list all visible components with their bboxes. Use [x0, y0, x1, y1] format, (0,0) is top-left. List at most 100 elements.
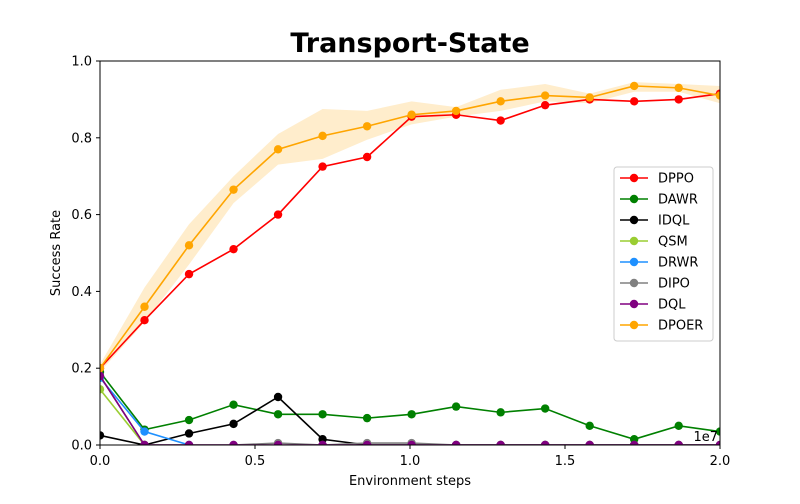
data-point-dql — [140, 440, 149, 445]
data-point-dawr — [273, 410, 283, 419]
legend-entry-qsm: QSM — [620, 235, 688, 250]
data-point-dpoer — [540, 91, 550, 100]
data-point-dpoer — [715, 91, 720, 100]
legend-label: DIPO — [658, 277, 690, 292]
data-point-dppo — [674, 95, 683, 104]
series-line-idql — [100, 396, 720, 445]
data-point-dpoer — [407, 110, 416, 119]
legend-label: QSM — [658, 235, 688, 250]
legend-label: DRWR — [658, 256, 698, 271]
legend-swatch-marker — [629, 299, 639, 309]
data-point-dpoer — [140, 302, 149, 311]
data-point-dawr — [496, 408, 505, 417]
data-point-idql — [318, 435, 327, 444]
legend-entry-dppo: DPPO — [620, 172, 694, 187]
data-point-dawr — [715, 427, 720, 436]
data-point-dql — [273, 440, 283, 445]
legend-entry-dql: DQL — [620, 298, 686, 313]
legend-label: DQL — [658, 298, 686, 313]
data-point-dppo — [496, 116, 505, 125]
data-point-dawr — [585, 421, 594, 430]
data-point-dql — [674, 440, 683, 445]
data-point-dpoer — [100, 364, 105, 373]
x-tick-label: 2.0 — [710, 454, 731, 469]
data-point-dawr — [674, 421, 683, 430]
legend-swatch-marker — [629, 320, 639, 330]
data-point-dql — [318, 440, 327, 445]
y-tick-label: 0.4 — [71, 285, 92, 300]
legend-swatch-marker — [629, 278, 639, 288]
legend-swatch-marker — [629, 236, 639, 246]
y-tick-label: 0.8 — [71, 131, 92, 146]
legend-swatch-marker — [629, 194, 639, 204]
data-point-dawr — [629, 435, 639, 444]
legend: DPPO DAWR IDQL QSM DRWR DIPO DQL DPOER — [613, 166, 714, 342]
axes: 0.0 0.5 1.0 1.5 2.0 0.0 0.2 0.4 0.6 0.8 1.0 — [71, 55, 730, 470]
x-axis-label: Environment steps — [349, 474, 471, 489]
data-point-idql — [273, 392, 283, 402]
chart-title: Transport-State — [290, 28, 529, 59]
series-line-dawr — [100, 371, 720, 441]
plot-area — [100, 81, 720, 445]
data-point-dppo — [184, 269, 194, 279]
legend-entry-dawr: DAWR — [620, 193, 698, 208]
data-point-dppo — [362, 152, 372, 162]
legend-swatch-marker — [629, 257, 639, 267]
x-tick-label: 0.5 — [245, 454, 266, 469]
data-point-qsm — [100, 385, 105, 394]
data-point-dawr — [451, 402, 461, 411]
data-point-dql — [496, 440, 505, 445]
data-point-dawr — [362, 413, 372, 423]
data-point-dpoer — [674, 83, 683, 93]
data-point-dql — [229, 440, 238, 445]
legend-box — [613, 166, 714, 342]
data-point-idql — [100, 431, 105, 440]
data-point-dpoer — [629, 81, 639, 91]
data-point-dpoer — [184, 241, 194, 250]
data-point-dql — [629, 440, 639, 445]
data-point-dppo — [140, 316, 149, 325]
series-line-qsm — [100, 388, 146, 445]
x-tick-label: 1.5 — [555, 454, 576, 469]
data-point-dppo — [629, 97, 639, 106]
data-point-dql — [585, 440, 594, 445]
data-point-dppo — [273, 210, 283, 219]
data-point-dppo — [318, 162, 327, 171]
legend-swatch-marker — [629, 215, 639, 225]
data-point-dpoer — [585, 93, 594, 102]
legend-entry-idql: IDQL — [620, 214, 690, 229]
x-tick-label: 1.0 — [400, 454, 421, 469]
data-point-dpoer — [451, 106, 461, 116]
data-point-dql — [100, 371, 105, 381]
legend-swatch-marker — [629, 173, 639, 183]
legend-entry-dipo: DIPO — [620, 277, 690, 292]
data-point-dpoer — [496, 97, 505, 106]
legend-label: DPOER — [658, 319, 703, 334]
series-dql — [100, 371, 720, 445]
data-point-idql — [184, 429, 194, 438]
legend-label: DAWR — [658, 193, 698, 208]
legend-entry-dpoer: DPOER — [620, 319, 703, 334]
series-dpoer — [100, 81, 720, 373]
data-point-dppo — [229, 244, 238, 254]
y-tick-label: 0.6 — [71, 208, 92, 223]
data-point-dawr — [540, 404, 550, 413]
data-point-dawr — [318, 410, 327, 419]
y-tick-label: 0.0 — [71, 439, 92, 454]
legend-label: DPPO — [658, 172, 694, 187]
y-tick-label: 0.2 — [71, 362, 92, 377]
data-point-dpoer — [273, 145, 283, 154]
y-tick-label: 1.0 — [71, 55, 92, 70]
data-point-dql — [451, 440, 461, 445]
y-axis-label: Success Rate — [49, 210, 64, 296]
x-axis-offset-label: 1e7 — [693, 430, 718, 445]
plot-series — [100, 81, 720, 445]
data-point-dawr — [407, 410, 416, 419]
data-point-dawr — [184, 415, 194, 425]
data-point-dawr — [229, 400, 238, 409]
data-point-dpoer — [362, 122, 372, 131]
data-point-drwr — [140, 427, 149, 436]
legend-entry-drwr: DRWR — [620, 256, 698, 271]
x-tick-label: 0.0 — [90, 454, 111, 469]
